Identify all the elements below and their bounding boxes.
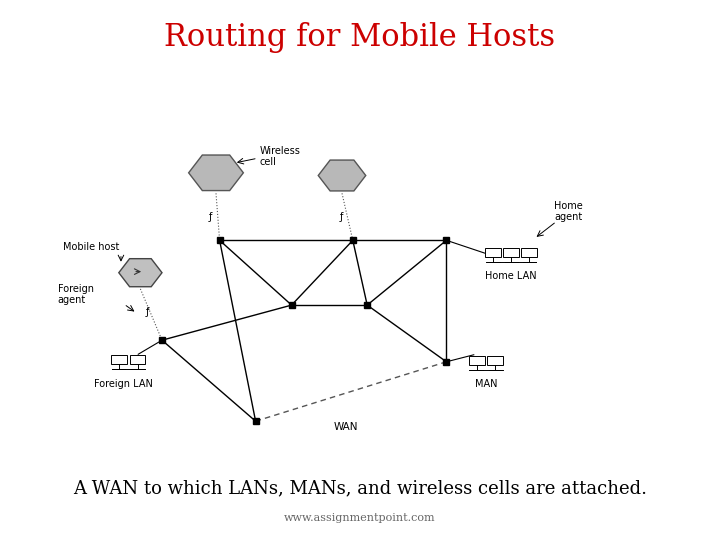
Text: Home
agent: Home agent — [554, 201, 583, 222]
Polygon shape — [318, 160, 366, 191]
Bar — [487, 356, 503, 365]
Text: Foreign
agent: Foreign agent — [58, 284, 94, 305]
Bar — [130, 355, 145, 364]
Text: Home LAN: Home LAN — [485, 271, 537, 281]
Text: Foreign LAN: Foreign LAN — [94, 379, 153, 389]
Text: ƒ: ƒ — [146, 307, 149, 317]
Text: www.assignmentpoint.com: www.assignmentpoint.com — [284, 514, 436, 523]
Text: ƒ: ƒ — [209, 212, 212, 222]
Text: Routing for Mobile Hosts: Routing for Mobile Hosts — [164, 22, 556, 53]
Bar — [485, 248, 501, 257]
Text: MAN: MAN — [474, 379, 498, 389]
Text: A WAN to which LANs, MANs, and wireless cells are attached.: A WAN to which LANs, MANs, and wireless … — [73, 480, 647, 498]
Text: WAN: WAN — [333, 422, 358, 433]
Polygon shape — [189, 155, 243, 191]
Bar — [503, 248, 519, 257]
Bar — [111, 355, 127, 364]
Bar — [521, 248, 537, 257]
Text: Mobile host: Mobile host — [63, 242, 119, 252]
Text: ƒ: ƒ — [340, 212, 343, 222]
Text: Wireless
cell: Wireless cell — [259, 146, 300, 167]
Polygon shape — [119, 259, 162, 287]
Bar — [469, 356, 485, 365]
